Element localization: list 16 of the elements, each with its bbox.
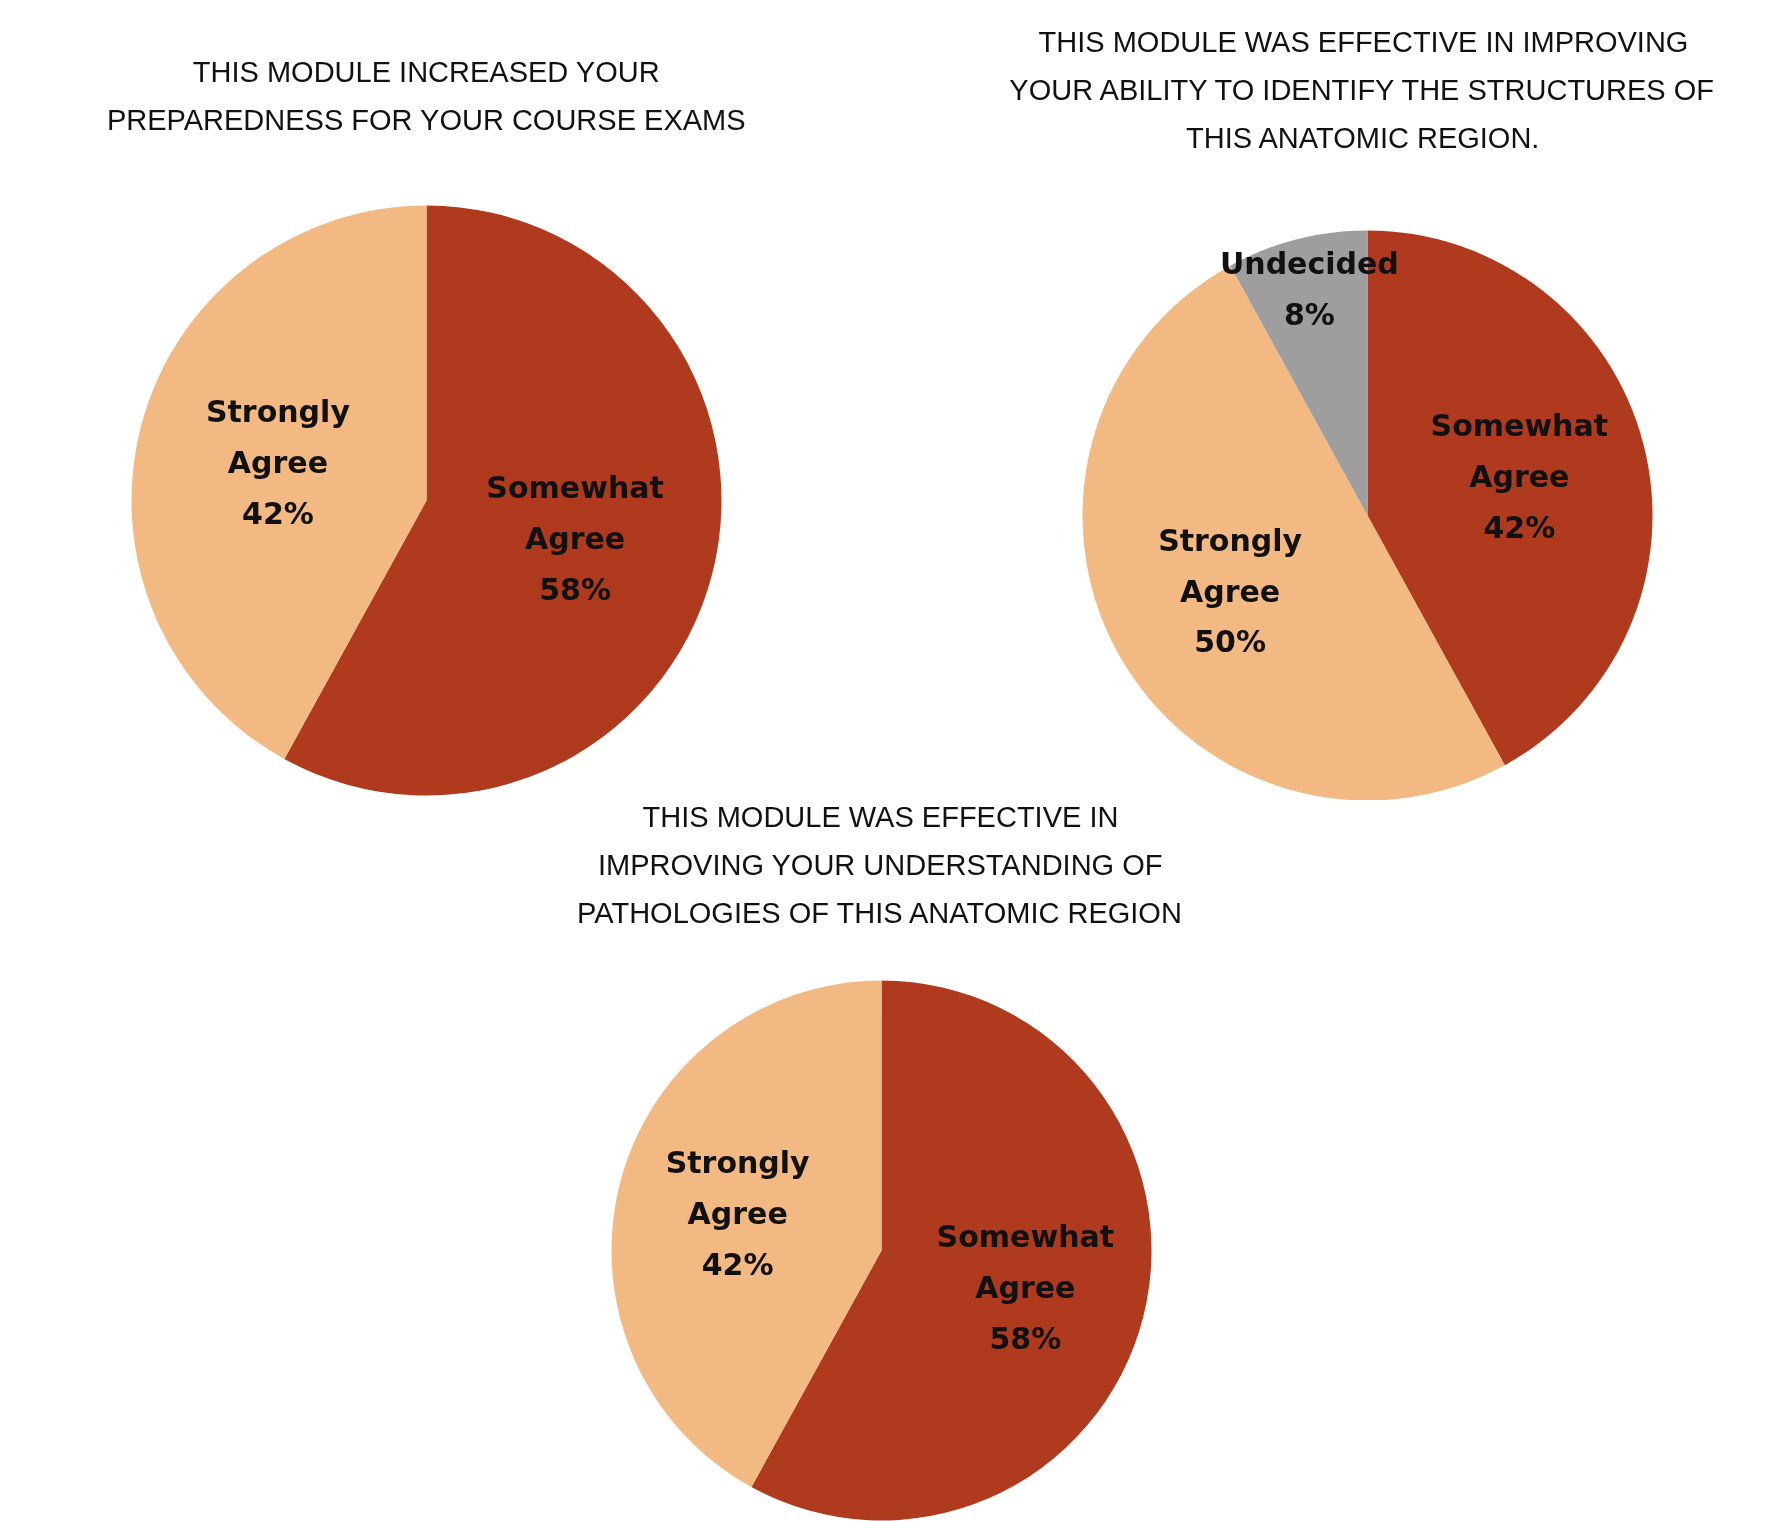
data-label: 42% — [701, 1246, 774, 1282]
slice-label: Somewhat Agree — [936, 1219, 1115, 1305]
data-label: 8% — [1283, 297, 1335, 333]
chart-title: THIS MODULE INCREASED YOUR PREPAREDNESS FOR YOUR COURSE EXAMS — [106, 55, 746, 136]
slice-label: Strongly Agree — [1158, 522, 1303, 609]
slice-label: Somewhat Agree — [1430, 408, 1609, 495]
slice-label: Strongly Agree — [205, 394, 351, 480]
data-label: 50% — [1194, 624, 1267, 660]
slice-label: Somewhat Agree — [486, 470, 664, 557]
data-label: 42% — [242, 495, 314, 531]
chart-title: THIS MODULE WAS EFFECTIVE IN IMPROVING YOUR ABILITY TO IDENTIFY THE STRUCTURES OF THIS ANATOMIC REGION. — [1009, 25, 1715, 154]
data-label: 58% — [539, 571, 611, 607]
chart-title: THIS MODULE WAS EFFECTIVE IN IMPROVING YOUR UNDERSTANDING OF PATHOLOGIES OF THIS ANATOMIC REGION — [577, 800, 1182, 929]
slice-label: Strongly Agree — [665, 1145, 811, 1232]
data-label: 58% — [989, 1320, 1062, 1356]
data-label: 42% — [1483, 509, 1556, 545]
